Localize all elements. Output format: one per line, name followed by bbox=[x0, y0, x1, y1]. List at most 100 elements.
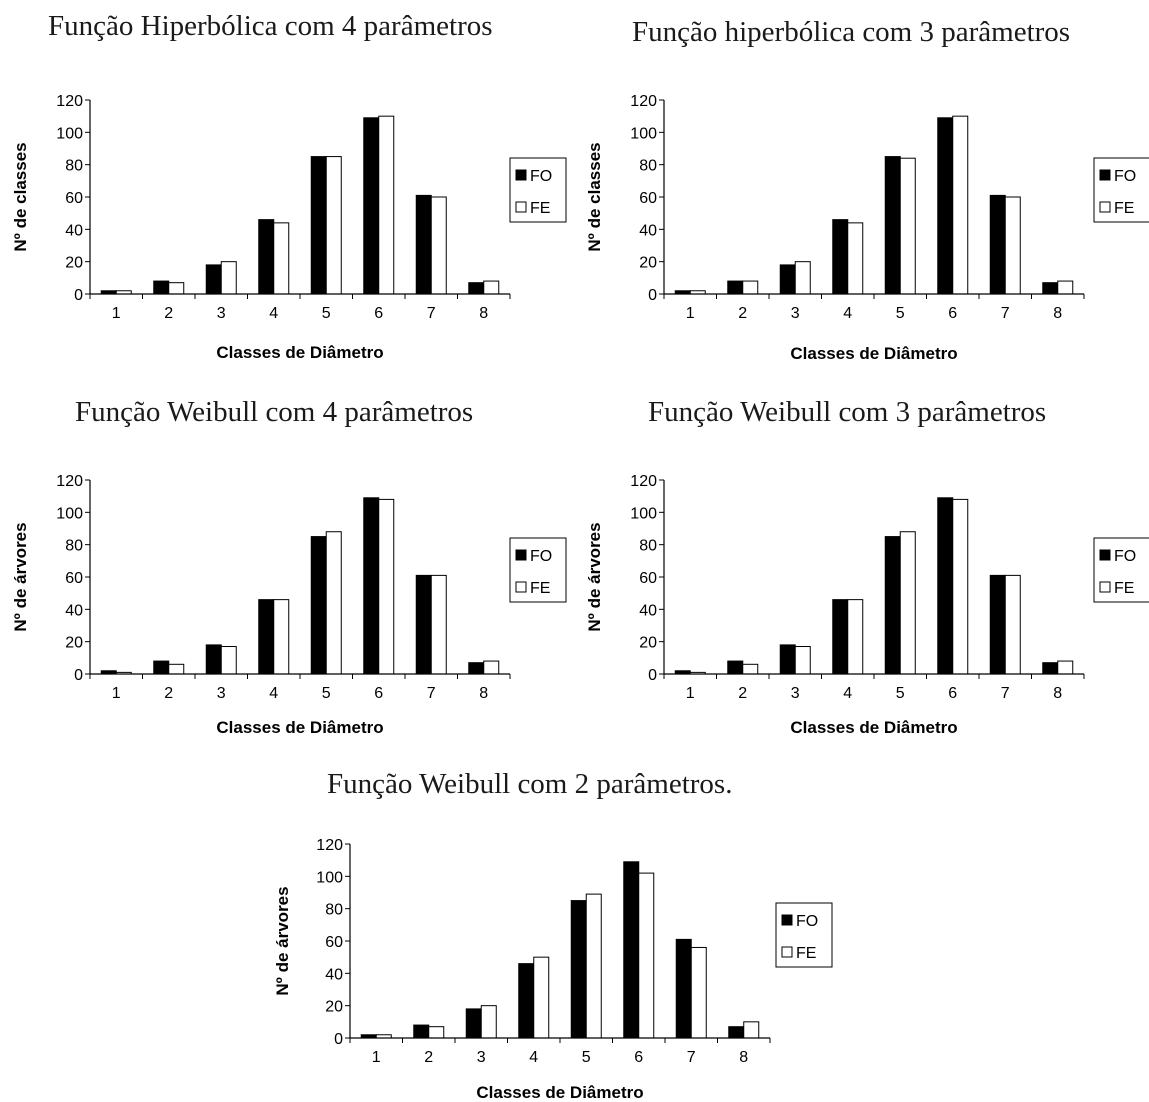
x-tick-label: 2 bbox=[424, 1049, 433, 1066]
bar-fo-3 bbox=[205, 264, 222, 295]
bar-fe-3 bbox=[480, 1005, 497, 1039]
bar-fe-7 bbox=[690, 946, 707, 1039]
legend-label-fo: FO bbox=[1114, 548, 1136, 565]
bar-fo-7 bbox=[415, 574, 432, 675]
bar-fe-3 bbox=[794, 646, 811, 675]
y-tick-label: 40 bbox=[639, 602, 657, 619]
legend-swatch-fo bbox=[1099, 549, 1111, 561]
legend-label-fo: FO bbox=[530, 168, 552, 185]
bar-fo-6 bbox=[363, 117, 380, 295]
bar-fe-3 bbox=[794, 261, 811, 295]
y-tick-label: 120 bbox=[56, 473, 83, 490]
bar-fo-2 bbox=[727, 280, 744, 295]
bar-fo-2 bbox=[413, 1024, 430, 1039]
x-tick-label: 8 bbox=[479, 305, 488, 322]
x-tick-label: 8 bbox=[479, 685, 488, 702]
bar-fe-2 bbox=[428, 1026, 445, 1039]
bar-fe-4 bbox=[273, 222, 290, 295]
chart-panel-3: Função Weibull com 4 parâmetros 1 2 3 4 5 6 7 8… bbox=[0, 380, 575, 760]
bar-fo-4 bbox=[832, 599, 849, 675]
bar-fe-8 bbox=[1057, 660, 1074, 675]
x-tick-label: 8 bbox=[1053, 305, 1062, 322]
y-tick-label: 40 bbox=[639, 222, 657, 239]
x-tick-label: 6 bbox=[948, 305, 957, 322]
x-axis-label: Classes de Diâmetro bbox=[216, 718, 383, 737]
x-axis-label: Classes de Diâmetro bbox=[216, 343, 383, 362]
bar-fo-8 bbox=[1042, 282, 1059, 295]
bar-fe-6 bbox=[952, 498, 969, 675]
legend-label-fo: FO bbox=[1114, 168, 1136, 185]
bar-fe-5 bbox=[325, 531, 342, 675]
x-tick-label: 2 bbox=[738, 685, 747, 702]
y-tick-label: 0 bbox=[334, 1031, 343, 1048]
bar-fe-7 bbox=[430, 196, 447, 295]
x-tick-label: 1 bbox=[112, 305, 121, 322]
bar-fe-6 bbox=[378, 115, 395, 295]
x-tick-label: 2 bbox=[164, 685, 173, 702]
y-tick-label: 100 bbox=[630, 125, 657, 142]
bar-fo-2 bbox=[153, 660, 170, 675]
y-tick-label: 80 bbox=[65, 538, 83, 555]
bar-fo-2 bbox=[153, 280, 170, 295]
bar-fe-8 bbox=[483, 660, 500, 675]
legend: FO FE bbox=[1093, 537, 1149, 603]
bar-fe-3 bbox=[220, 261, 237, 295]
chart-panel-5: Função Weibull com 2 parâmetros. 1 2 3 4 5 6 7… bbox=[262, 760, 902, 1102]
legend: FO FE bbox=[1093, 157, 1149, 223]
x-axis-label: Classes de Diâmetro bbox=[790, 344, 957, 363]
bar-fo-7 bbox=[989, 194, 1006, 295]
chart-panel-4: Função Weibull com 3 parâmetros 1 2 3 4 5 6 7 8… bbox=[574, 380, 1149, 760]
bar-fo-6 bbox=[363, 497, 380, 675]
bar-fe-3 bbox=[220, 646, 237, 675]
y-tick-label: 100 bbox=[316, 869, 343, 886]
legend-label-fe: FE bbox=[796, 945, 816, 962]
bar-fe-8 bbox=[743, 1021, 760, 1039]
legend-label-fo: FO bbox=[530, 548, 552, 565]
x-tick-label: 1 bbox=[372, 1049, 381, 1066]
x-tick-label: 5 bbox=[582, 1049, 591, 1066]
legend-swatch-fo bbox=[515, 549, 527, 561]
legend-swatch-fe bbox=[1099, 201, 1111, 213]
y-tick-label: 100 bbox=[56, 505, 83, 522]
bar-fo-6 bbox=[623, 861, 640, 1039]
bar-fe-4 bbox=[273, 599, 290, 675]
x-tick-label: 5 bbox=[322, 305, 331, 322]
bar-fe-2 bbox=[168, 282, 185, 295]
bar-fe-5 bbox=[899, 531, 916, 675]
bar-fo-3 bbox=[779, 264, 796, 295]
y-tick-label: 60 bbox=[639, 570, 657, 587]
y-tick-label: 40 bbox=[325, 966, 343, 983]
y-tick-label: 80 bbox=[639, 158, 657, 175]
bar-fe-6 bbox=[952, 115, 969, 295]
x-tick-label: 1 bbox=[112, 685, 121, 702]
bar-fo-7 bbox=[415, 194, 432, 295]
x-tick-label: 7 bbox=[687, 1049, 696, 1066]
y-tick-label: 0 bbox=[648, 667, 657, 684]
bar-fe-4 bbox=[847, 222, 864, 295]
y-tick-label: 120 bbox=[316, 837, 343, 854]
x-tick-label: 6 bbox=[948, 685, 957, 702]
bar-fe-6 bbox=[378, 498, 395, 675]
chart-title: Função hiperbólica com 3 parâmetros bbox=[632, 16, 1071, 48]
x-tick-label: 3 bbox=[791, 685, 800, 702]
x-tick-label: 6 bbox=[374, 685, 383, 702]
legend-swatch-fe bbox=[515, 201, 527, 213]
bar-fe-8 bbox=[1057, 280, 1074, 295]
x-tick-label: 7 bbox=[1001, 305, 1010, 322]
bar-fe-5 bbox=[585, 893, 602, 1039]
x-tick-label: 3 bbox=[477, 1049, 486, 1066]
y-tick-label: 80 bbox=[325, 902, 343, 919]
bar-fo-4 bbox=[258, 599, 275, 675]
x-tick-label: 8 bbox=[1053, 685, 1062, 702]
bar-fo-7 bbox=[675, 938, 692, 1039]
legend-label-fe: FE bbox=[530, 580, 550, 597]
bar-fo-5 bbox=[884, 536, 901, 675]
legend-swatch-fe bbox=[515, 581, 527, 593]
bar-fo-2 bbox=[727, 660, 744, 675]
y-tick-label: 60 bbox=[325, 934, 343, 951]
bar-fe-6 bbox=[638, 872, 655, 1039]
chart-title: Função Hiperbólica com 4 parâmetros bbox=[48, 10, 493, 42]
legend-swatch-fe bbox=[781, 946, 793, 958]
